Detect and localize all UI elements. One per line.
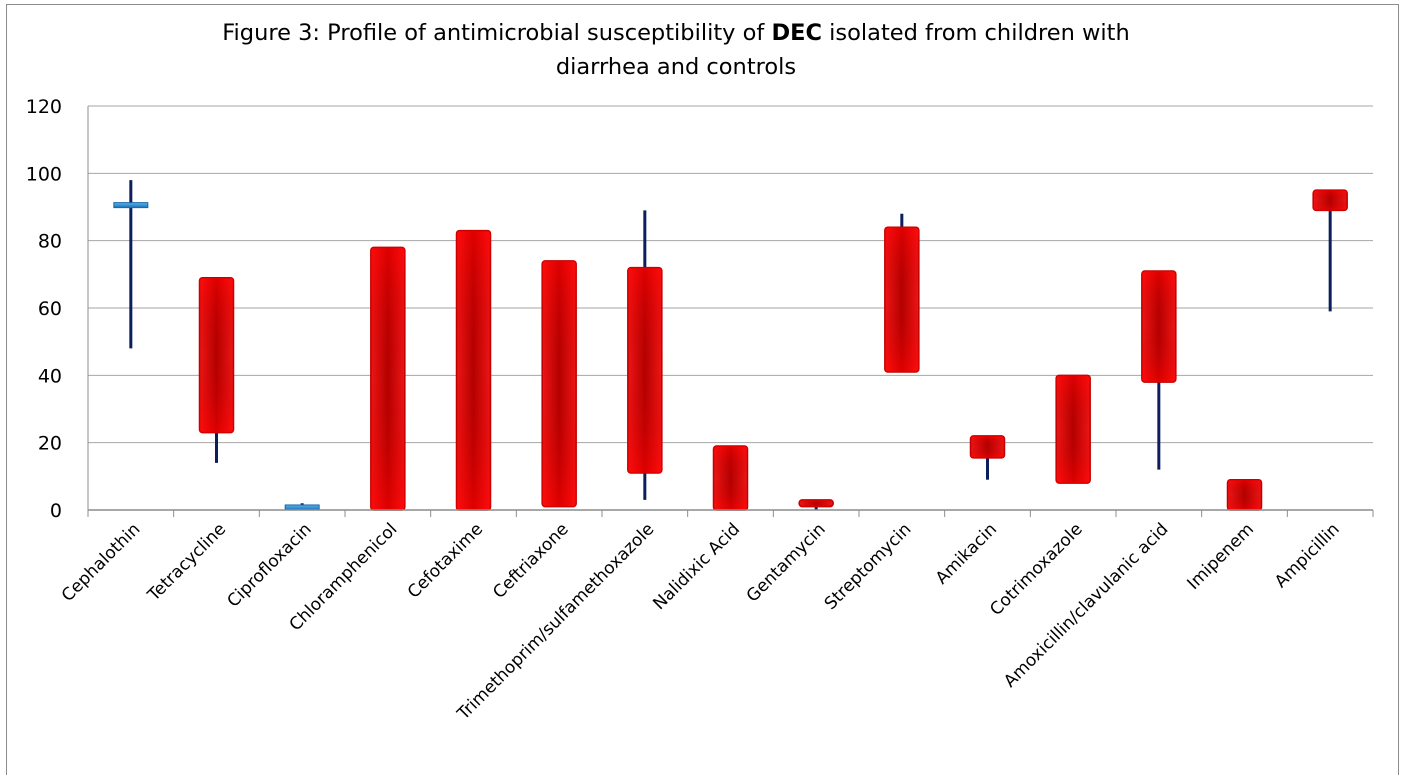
- gridlines: [88, 105, 1373, 444]
- box-shade-6: [542, 260, 577, 507]
- y-tick-label: 0: [50, 500, 62, 522]
- category-labels: Cephalothin TetracyclineCiprofloxacinChlo…: [58, 519, 1344, 724]
- box-shade-7: [627, 267, 662, 473]
- box-shade-8: [713, 446, 748, 510]
- box-shade-11: [970, 435, 1005, 458]
- category-label: Ceftriaxone: [489, 519, 572, 602]
- y-tick-label: 80: [38, 231, 62, 253]
- category-label: Cephalothin: [58, 519, 145, 606]
- category-label: Ampicillin: [1271, 519, 1344, 592]
- box-3: [284, 504, 320, 511]
- box-shade-12: [1056, 375, 1091, 484]
- box-shade-15: [1313, 190, 1348, 211]
- box-shade-4: [370, 247, 405, 510]
- y-axis-ticks: 0 20 40 60 80 100 120: [26, 96, 62, 522]
- chart-title-line-2: diarrhea and controls: [555, 54, 797, 80]
- y-tick-label: 60: [38, 298, 62, 320]
- category-label: Gentamycin: [743, 519, 830, 606]
- x-axis: [87, 106, 1374, 517]
- category-label: Imipenem: [1184, 519, 1258, 593]
- category-label: Amoxicillin/clavulanic acid: [1000, 519, 1172, 691]
- category-label: Ciprofloxacin: [224, 519, 316, 611]
- box-shade-13: [1141, 270, 1176, 383]
- category-label: Nalidixic Acid: [649, 519, 744, 614]
- category-label: Tetracycline: [143, 519, 230, 606]
- y-tick-label: 100: [26, 163, 62, 185]
- chart-title-part-1: Figure 3: Profile of antimicrobial susce…: [222, 20, 772, 46]
- chart-title-part-2: isolated from children with: [822, 20, 1130, 46]
- boxes: [113, 189, 1348, 511]
- chart-title: Figure 3: Profile of antimicrobial susce…: [0, 16, 1352, 84]
- box-shade-10: [884, 227, 919, 372]
- category-label: Amikacin: [932, 519, 1001, 588]
- box-shade-2: [199, 277, 234, 433]
- y-tick-label: 120: [26, 96, 62, 118]
- category-label: Streptomycin: [821, 519, 916, 614]
- box-1: [113, 202, 149, 209]
- y-tick-label: 40: [38, 365, 62, 387]
- chart-title-bold: DEC: [771, 20, 823, 46]
- y-tick-label: 20: [38, 433, 62, 455]
- category-label: Cefotaxime: [404, 519, 487, 602]
- box-shade-5: [456, 230, 491, 511]
- box-shade-9: [799, 499, 834, 507]
- chart-frame: [6, 4, 1399, 775]
- box-shade-14: [1227, 479, 1262, 510]
